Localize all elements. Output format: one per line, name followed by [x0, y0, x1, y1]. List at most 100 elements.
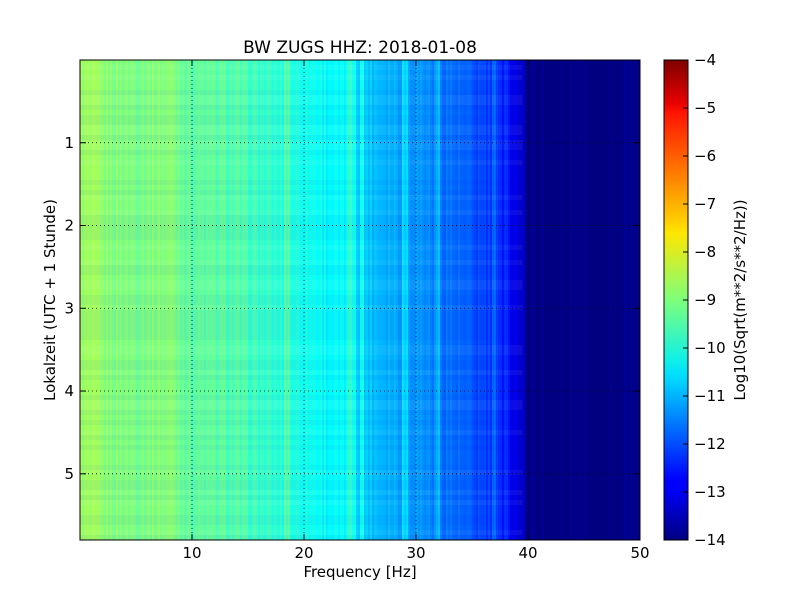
heatmap-row-texture	[80, 210, 523, 215]
heatmap-column	[378, 60, 381, 540]
heatmap-column	[302, 60, 305, 540]
heatmap-column	[278, 60, 281, 540]
colorbar-label: Log10(Sqrt(m**2/s**2/Hz))	[731, 199, 749, 400]
heatmap-column	[176, 60, 179, 540]
heatmap-column	[528, 60, 531, 540]
heatmap-column	[540, 60, 543, 540]
heatmap-column	[260, 60, 263, 540]
heatmap-column	[228, 60, 231, 540]
heatmap-row-texture	[80, 295, 523, 300]
heatmap-column	[342, 60, 345, 540]
heatmap-row-texture	[80, 335, 523, 340]
heatmap-column	[202, 60, 205, 540]
heatmap-column	[416, 60, 419, 540]
heatmap-column	[164, 60, 167, 540]
heatmap-column	[444, 60, 447, 540]
heatmap-column	[620, 60, 623, 540]
heatmap-row-texture	[80, 150, 523, 155]
heatmap-column	[412, 60, 415, 540]
heatmap-column	[636, 60, 639, 540]
heatmap-column	[536, 60, 539, 540]
heatmap-column	[284, 60, 287, 540]
heatmap-column	[492, 60, 495, 540]
heatmap-row-texture	[80, 375, 523, 380]
heatmap-column	[546, 60, 549, 540]
heatmap-column	[624, 60, 627, 540]
heatmap-column	[402, 60, 405, 540]
heatmap-row-texture	[80, 500, 523, 505]
heatmap-column	[146, 60, 149, 540]
heatmap-column	[316, 60, 319, 540]
heatmap-column	[398, 60, 401, 540]
heatmap-column	[230, 60, 233, 540]
heatmap-column	[436, 60, 439, 540]
heatmap-column	[594, 60, 597, 540]
heatmap-column	[482, 60, 485, 540]
heatmap-column	[404, 60, 407, 540]
heatmap-row-texture	[80, 530, 523, 535]
heatmap-column	[480, 60, 483, 540]
y-tick-label: 3	[64, 299, 74, 317]
heatmap-column	[610, 60, 613, 540]
heatmap-column	[520, 60, 523, 540]
heatmap-column	[102, 60, 105, 540]
heatmap-column	[136, 60, 139, 540]
heatmap-column	[322, 60, 325, 540]
heatmap-column	[498, 60, 501, 540]
heatmap-column	[586, 60, 589, 540]
heatmap-column	[414, 60, 417, 540]
heatmap-row-texture	[80, 350, 523, 355]
heatmap-column	[324, 60, 327, 540]
heatmap-column	[454, 60, 457, 540]
heatmap-column	[114, 60, 117, 540]
heatmap-row-texture	[80, 405, 523, 410]
heatmap-column	[222, 60, 225, 540]
heatmap-column	[566, 60, 569, 540]
heatmap-column	[106, 60, 109, 540]
heatmap-column	[360, 60, 363, 540]
heatmap-column	[494, 60, 497, 540]
heatmap-column	[266, 60, 269, 540]
heatmap-column	[200, 60, 203, 540]
heatmap-column	[604, 60, 607, 540]
heatmap-column	[488, 60, 491, 540]
heatmap-column	[362, 60, 365, 540]
heatmap-column	[452, 60, 455, 540]
heatmap-column	[190, 60, 193, 540]
heatmap-column	[464, 60, 467, 540]
heatmap-column	[552, 60, 555, 540]
heatmap-row-texture	[80, 430, 523, 435]
heatmap-column	[618, 60, 621, 540]
heatmap-column	[358, 60, 361, 540]
heatmap-column	[150, 60, 153, 540]
heatmap-column	[572, 60, 575, 540]
heatmap-column	[296, 60, 299, 540]
heatmap-column	[410, 60, 413, 540]
heatmap-column	[262, 60, 265, 540]
heatmap-column	[166, 60, 169, 540]
heatmap-row-texture	[80, 125, 523, 130]
x-tick-label: 30	[406, 544, 425, 562]
heatmap-column	[394, 60, 397, 540]
heatmap-column	[558, 60, 561, 540]
heatmap-column	[446, 60, 449, 540]
heatmap-column	[638, 60, 640, 540]
heatmap-column	[364, 60, 367, 540]
heatmap-column	[502, 60, 505, 540]
heatmap-column	[144, 60, 147, 540]
heatmap-column	[526, 60, 529, 540]
heatmap-column	[450, 60, 453, 540]
heatmap-column	[472, 60, 475, 540]
heatmap-column	[274, 60, 277, 540]
heatmap-column	[100, 60, 103, 540]
heatmap-column	[220, 60, 223, 540]
heatmap-column	[234, 60, 237, 540]
heatmap-column	[596, 60, 599, 540]
heatmap-column	[350, 60, 353, 540]
heatmap-column	[504, 60, 507, 540]
heatmap-column	[562, 60, 565, 540]
heatmap-column	[602, 60, 605, 540]
heatmap-row-texture	[80, 140, 523, 145]
heatmap-column	[216, 60, 219, 540]
heatmap-column	[186, 60, 189, 540]
